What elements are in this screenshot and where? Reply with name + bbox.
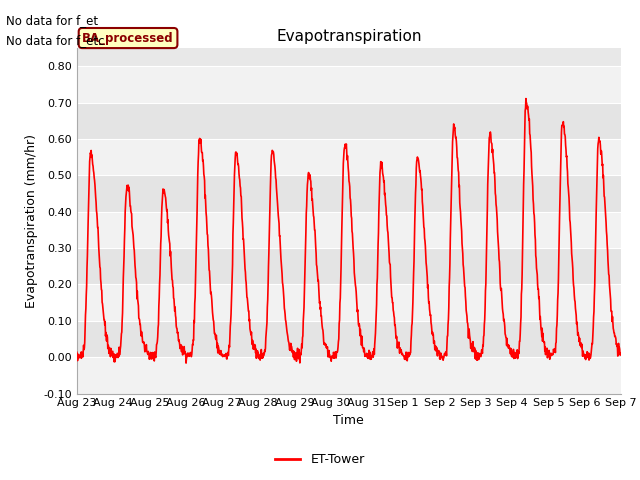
X-axis label: Time: Time — [333, 414, 364, 427]
Bar — [77, 321, 621, 357]
Text: No data for f_etc: No data for f_etc — [6, 34, 105, 47]
Title: Evapotranspiration: Evapotranspiration — [276, 29, 422, 44]
Legend: ET-Tower: ET-Tower — [270, 448, 370, 471]
Bar — [77, 212, 621, 248]
Bar — [77, 357, 621, 394]
Y-axis label: Evapotranspiration (mm/hr): Evapotranspiration (mm/hr) — [25, 134, 38, 308]
Bar — [77, 103, 621, 139]
Bar — [77, 248, 621, 285]
Text: No data for f_et: No data for f_et — [6, 14, 99, 27]
Bar — [77, 285, 621, 321]
Bar — [77, 66, 621, 103]
Bar — [77, 175, 621, 212]
Bar — [77, 139, 621, 175]
Text: BA_processed: BA_processed — [82, 32, 174, 45]
